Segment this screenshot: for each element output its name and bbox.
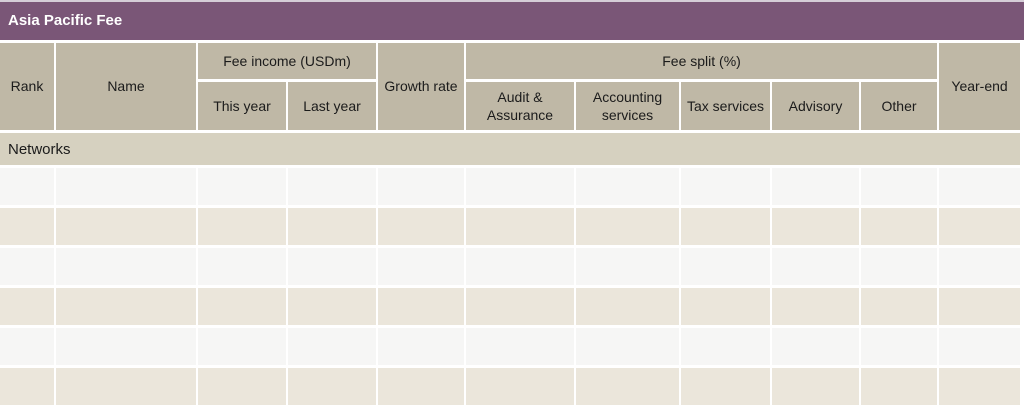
empty-cell <box>198 248 286 285</box>
empty-cell <box>772 168 859 205</box>
empty-cell <box>576 328 679 365</box>
empty-cell <box>939 168 1021 205</box>
empty-cell <box>681 208 770 245</box>
empty-cell <box>0 288 54 325</box>
empty-cell <box>681 368 770 405</box>
empty-cell <box>466 328 574 365</box>
empty-cell <box>576 168 679 205</box>
empty-cell <box>198 368 286 405</box>
empty-cell <box>939 208 1021 245</box>
empty-cell <box>576 368 679 405</box>
page-title: Asia Pacific Fee <box>8 12 123 29</box>
col-header-growth-rate: Growth rate <box>378 43 464 130</box>
empty-cell <box>772 208 859 245</box>
empty-cell <box>861 248 938 285</box>
table-row <box>0 368 1021 405</box>
empty-cell <box>0 328 54 365</box>
empty-cell <box>378 168 464 205</box>
empty-cell <box>576 288 679 325</box>
empty-cell <box>861 288 938 325</box>
empty-cell <box>288 368 376 405</box>
empty-cell <box>681 328 770 365</box>
top-border-strip <box>0 0 1024 2</box>
empty-cell <box>378 368 464 405</box>
empty-cell <box>198 328 286 365</box>
empty-cell <box>861 328 938 365</box>
empty-cell <box>681 248 770 285</box>
empty-cell <box>0 368 54 405</box>
section-row-networks: Networks <box>0 133 1021 165</box>
col-header-audit-assurance: Audit & Assurance <box>466 82 574 130</box>
empty-cell <box>466 248 574 285</box>
empty-cell <box>939 248 1021 285</box>
col-group-fee-split: Fee split (%) <box>466 43 938 79</box>
empty-cell <box>378 248 464 285</box>
empty-cell <box>56 328 196 365</box>
table-row <box>0 168 1021 205</box>
empty-cell <box>288 248 376 285</box>
empty-cell <box>466 368 574 405</box>
col-header-other: Other <box>861 82 938 130</box>
empty-cell <box>576 248 679 285</box>
empty-cell <box>288 208 376 245</box>
col-header-name: Name <box>56 43 196 130</box>
empty-cell <box>198 208 286 245</box>
empty-cell <box>288 288 376 325</box>
empty-cell <box>466 168 574 205</box>
empty-cell <box>56 368 196 405</box>
empty-cell <box>772 248 859 285</box>
empty-cell <box>681 168 770 205</box>
col-header-accounting-services: Accounting services <box>576 82 679 130</box>
empty-cell <box>56 248 196 285</box>
col-header-advisory: Advisory <box>772 82 859 130</box>
title-bar: Asia Pacific Fee <box>0 2 1024 40</box>
empty-cell <box>378 208 464 245</box>
empty-cell <box>466 288 574 325</box>
table-row <box>0 288 1021 325</box>
empty-cell <box>576 208 679 245</box>
table-row <box>0 248 1021 285</box>
section-header-networks: Networks <box>0 133 1021 165</box>
col-header-last-year: Last year <box>288 82 376 130</box>
col-header-year-end: Year-end <box>939 43 1021 130</box>
empty-cell <box>939 368 1021 405</box>
table-row <box>0 328 1021 365</box>
empty-cell <box>56 208 196 245</box>
col-header-tax-services: Tax services <box>681 82 770 130</box>
col-header-rank: Rank <box>0 43 54 130</box>
empty-cell <box>378 288 464 325</box>
table-row <box>0 208 1021 245</box>
col-group-fee-income: Fee income (USDm) <box>198 43 376 79</box>
fee-table: Rank Name Fee income (USDm) Growth rate … <box>0 40 1022 408</box>
empty-cell <box>772 368 859 405</box>
empty-cell <box>861 168 938 205</box>
empty-cell <box>0 208 54 245</box>
empty-cell <box>681 288 770 325</box>
empty-cell <box>0 168 54 205</box>
empty-cell <box>56 168 196 205</box>
empty-cell <box>56 288 196 325</box>
empty-cell <box>288 168 376 205</box>
col-header-this-year: This year <box>198 82 286 130</box>
empty-cell <box>198 288 286 325</box>
empty-cell <box>288 328 376 365</box>
empty-cell <box>939 328 1021 365</box>
empty-cell <box>466 208 574 245</box>
empty-cell <box>378 328 464 365</box>
empty-cell <box>772 288 859 325</box>
empty-cell <box>772 328 859 365</box>
empty-cell <box>0 248 54 285</box>
empty-cell <box>939 288 1021 325</box>
empty-cell <box>861 368 938 405</box>
empty-cell <box>198 168 286 205</box>
empty-cell <box>861 208 938 245</box>
